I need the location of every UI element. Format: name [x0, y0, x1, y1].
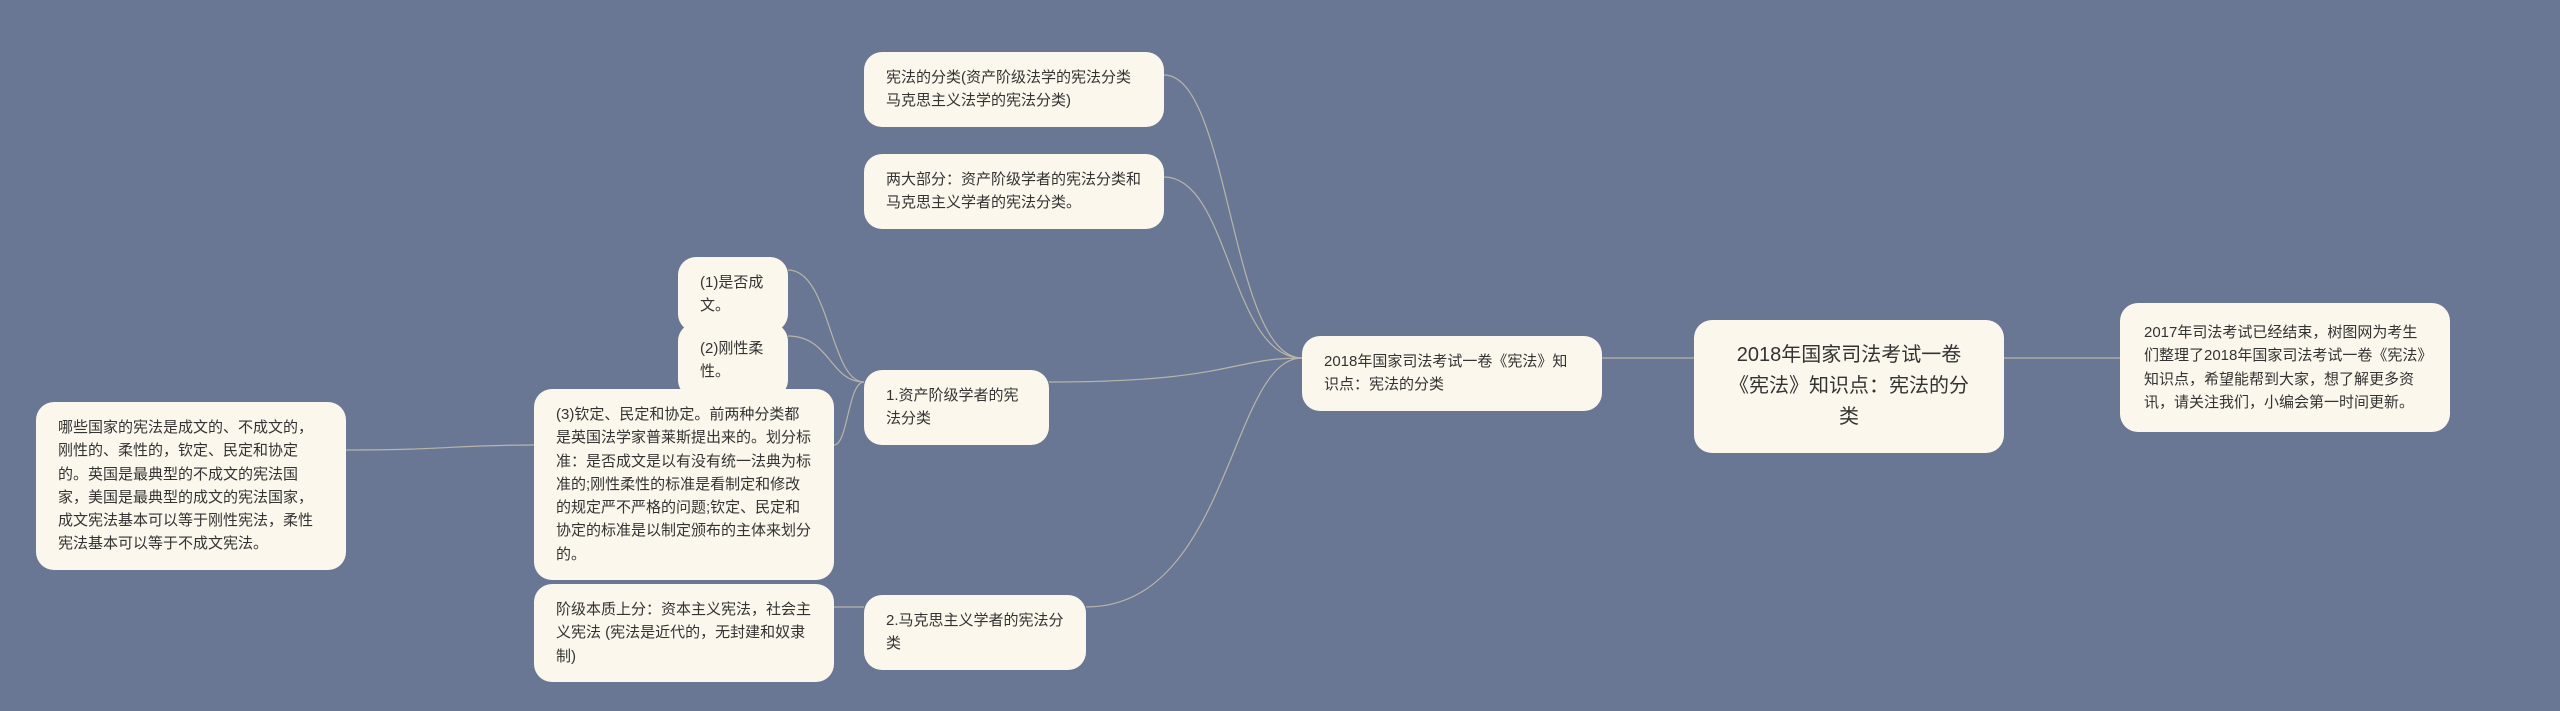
node-right-note[interactable]: 2017年司法考试已经结束，树图网为考生们整理了2018年国家司法考试一卷《宪法… — [2120, 303, 2450, 432]
node-b1-1[interactable]: (1)是否成文。 — [678, 257, 788, 332]
node-left-main[interactable]: 2018年国家司法考试一卷《宪法》知识点：宪法的分类 — [1302, 336, 1602, 411]
edge-branch1-b13 — [834, 382, 864, 445]
node-b1-3[interactable]: (3)钦定、民定和协定。前两种分类都是英国法学家普莱斯提出来的。划分标准：是否成… — [534, 389, 834, 580]
edge-leftmain-branch1 — [1049, 358, 1302, 382]
node-branch2[interactable]: 2.马克思主义学者的宪法分类 — [864, 595, 1086, 670]
node-left-main-label: 2018年国家司法考试一卷《宪法》知识点：宪法的分类 — [1324, 353, 1567, 393]
node-b1-2-label: (2)刚性柔性。 — [700, 340, 763, 380]
edge-leftmain-top2 — [1164, 177, 1302, 358]
node-b2-1[interactable]: 阶级本质上分：资本主义宪法，社会主义宪法 (宪法是近代的，无封建和奴隶制) — [534, 584, 834, 682]
edge-leftmain-branch2 — [1086, 358, 1302, 607]
node-branch1[interactable]: 1.资产阶级学者的宪法分类 — [864, 370, 1049, 445]
node-b1-2[interactable]: (2)刚性柔性。 — [678, 323, 788, 398]
node-top2-label: 两大部分：资产阶级学者的宪法分类和马克思主义学者的宪法分类。 — [886, 171, 1141, 211]
node-b1-3-label: (3)钦定、民定和协定。前两种分类都是英国法学家普莱斯提出来的。划分标准：是否成… — [556, 406, 811, 563]
node-b1-3-child[interactable]: 哪些国家的宪法是成文的、不成文的，刚性的、柔性的，钦定、民定和协定的。英国是最典… — [36, 402, 346, 570]
node-top1-label: 宪法的分类(资产阶级法学的宪法分类 马克思主义法学的宪法分类) — [886, 69, 1131, 109]
node-top2[interactable]: 两大部分：资产阶级学者的宪法分类和马克思主义学者的宪法分类。 — [864, 154, 1164, 229]
node-branch1-label: 1.资产阶级学者的宪法分类 — [886, 387, 1019, 427]
edge-leftmain-top1 — [1164, 75, 1302, 358]
node-top1[interactable]: 宪法的分类(资产阶级法学的宪法分类 马克思主义法学的宪法分类) — [864, 52, 1164, 127]
node-root[interactable]: 2018年国家司法考试一卷《宪法》知识点：宪法的分类 — [1694, 320, 2004, 453]
node-b1-3-child-label: 哪些国家的宪法是成文的、不成文的，刚性的、柔性的，钦定、民定和协定的。英国是最典… — [58, 419, 313, 552]
edge-branch1-b12 — [788, 336, 864, 382]
node-b2-1-label: 阶级本质上分：资本主义宪法，社会主义宪法 (宪法是近代的，无封建和奴隶制) — [556, 601, 811, 665]
node-root-label: 2018年国家司法考试一卷《宪法》知识点：宪法的分类 — [1729, 344, 1969, 428]
node-right-label: 2017年司法考试已经结束，树图网为考生们整理了2018年国家司法考试一卷《宪法… — [2144, 324, 2425, 411]
node-b1-1-label: (1)是否成文。 — [700, 274, 763, 314]
node-branch2-label: 2.马克思主义学者的宪法分类 — [886, 612, 1064, 652]
edge-b13-child — [346, 445, 534, 450]
edge-branch1-b11 — [788, 270, 864, 382]
